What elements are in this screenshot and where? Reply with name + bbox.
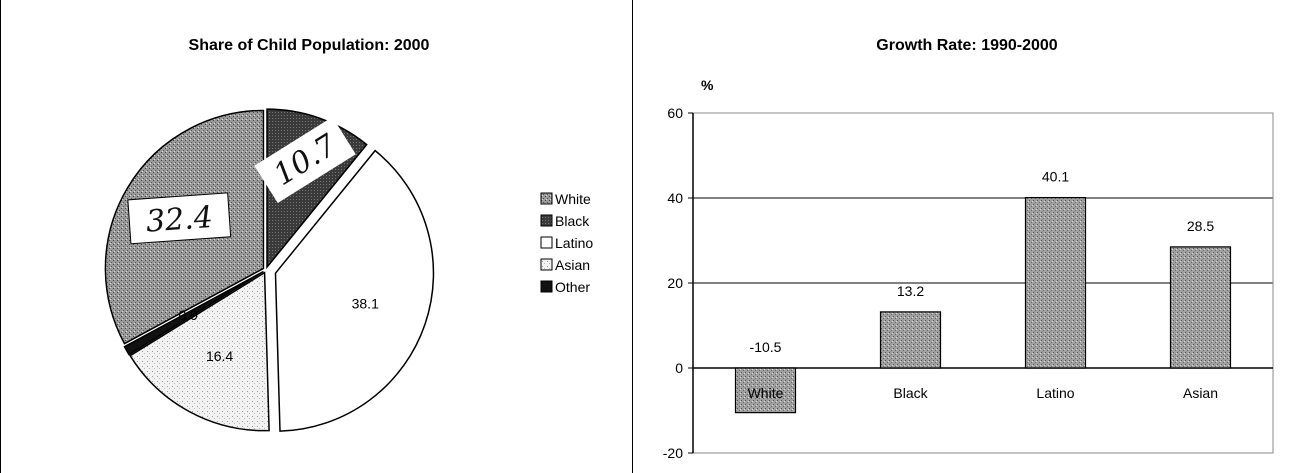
- data-label-asian: 28.5: [1187, 218, 1214, 234]
- pie-data-labels: 38.1 16.4 0.9: [178, 296, 379, 364]
- y-tick-labels: -20 0 20 40 60: [663, 105, 683, 461]
- pie-slice-other: [123, 270, 264, 356]
- data-label-black: 13.2: [897, 283, 924, 299]
- legend-label-black: Black: [555, 213, 590, 229]
- legend-swatch-asian: [540, 258, 553, 271]
- bar-latino: [1024, 196, 1087, 369]
- legend-swatch-other: [540, 280, 553, 293]
- category-label-black: Black: [893, 385, 928, 401]
- bar-data-labels: -10.5 13.2 40.1 28.5: [750, 169, 1215, 355]
- data-label-latino: 40.1: [1042, 169, 1069, 185]
- y-tick-label: 0: [675, 360, 683, 376]
- pie-label-other: 0.9: [178, 307, 198, 323]
- bar-chart-panel: Growth Rate: 1990-2000 % -20 0 20 40 60 Whit…: [633, 0, 1298, 473]
- legend-label-other: Other: [555, 279, 590, 295]
- annotation-patch: [254, 116, 356, 204]
- annotation-box-white: 32.4: [127, 192, 232, 245]
- bar-black: [879, 311, 942, 369]
- y-tick-label: 40: [667, 190, 683, 206]
- annotation-white: 32.4: [145, 200, 214, 240]
- y-tick-label: 20: [667, 275, 683, 291]
- bar-asian: [1169, 246, 1232, 369]
- pie-chart: Share of Child Population: 2000 38.1 16.4…: [104, 37, 593, 432]
- pie-legend: White Black Latino Asian Other: [540, 191, 593, 295]
- legend-label-asian: Asian: [555, 257, 590, 273]
- bar-chart: Growth Rate: 1990-2000 % -20 0 20 40 60 Whit…: [663, 37, 1274, 461]
- category-label-white: White: [748, 385, 784, 401]
- pie-label-asian: 16.4: [206, 348, 233, 364]
- pie-slice-latino: [274, 149, 435, 432]
- category-labels: White Black Latino Asian: [748, 385, 1218, 401]
- y-axis-label: %: [701, 77, 714, 93]
- data-label-white: -10.5: [750, 339, 782, 355]
- legend-swatch-white: [540, 192, 553, 205]
- annotation-patch: [127, 192, 232, 245]
- y-tick-label: 60: [667, 105, 683, 121]
- bar-white: [734, 367, 797, 414]
- legend-swatch-latino: [540, 236, 553, 249]
- category-label-latino: Latino: [1036, 385, 1074, 401]
- legend-label-latino: Latino: [555, 235, 593, 251]
- pie-chart-title: Share of Child Population: 2000: [189, 37, 430, 54]
- pie-slices: [104, 108, 435, 432]
- category-label-asian: Asian: [1183, 385, 1218, 401]
- bar-chart-title: Growth Rate: 1990-2000: [876, 37, 1058, 54]
- legend-label-white: White: [555, 191, 591, 207]
- bars: [734, 196, 1232, 414]
- pie-chart-panel: Share of Child Population: 2000 38.1 16.4…: [0, 0, 633, 473]
- pie-label-latino: 38.1: [352, 296, 379, 312]
- pie-slice-asian: [129, 271, 270, 432]
- legend-swatch-black: [540, 214, 553, 227]
- y-tick-label: -20: [663, 445, 683, 461]
